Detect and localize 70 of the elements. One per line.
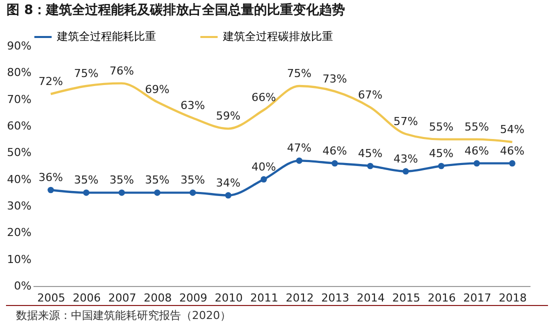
y-tick-label: 80%	[7, 66, 32, 80]
source-note: 数据来源：中国建筑能耗研究报告（2020）	[6, 305, 548, 325]
point	[48, 186, 54, 194]
data-label: 36%	[38, 171, 63, 184]
point	[260, 176, 267, 182]
data-label: 43%	[394, 152, 418, 166]
x-tick-label: 2011	[250, 292, 278, 304]
y-tick-label: 90%	[7, 40, 32, 52]
x-tick-label: 2008	[144, 292, 172, 304]
data-label: 75%	[287, 67, 312, 80]
x-tick-label: 2012	[286, 292, 314, 304]
x-tick-label: 2013	[321, 292, 350, 304]
data-label: 76%	[110, 64, 134, 78]
legend-label: 建筑全过程能耗比重	[56, 30, 156, 43]
data-label: 46%	[464, 144, 489, 158]
data-label: 47%	[287, 142, 312, 155]
point	[190, 190, 196, 196]
point	[83, 190, 90, 196]
point	[438, 162, 444, 170]
data-label: 59%	[216, 110, 240, 123]
x-tick-label: 2016	[428, 292, 456, 304]
data-label: 72%	[38, 75, 63, 88]
x-tick-label: 2006	[72, 292, 101, 304]
data-label: 35%	[110, 174, 134, 187]
point	[367, 162, 374, 170]
data-label: 35%	[145, 174, 170, 187]
data-label: 34%	[216, 176, 240, 190]
y-tick-label: 20%	[7, 226, 32, 240]
y-tick-label: 30%	[7, 200, 32, 212]
data-label: 67%	[358, 88, 382, 102]
data-label: 66%	[252, 91, 276, 104]
point	[474, 160, 480, 166]
x-tick-label: 2009	[179, 292, 208, 304]
y-tick-label: 10%	[7, 252, 32, 266]
point	[509, 160, 516, 166]
y-tick-label: 40%	[7, 172, 32, 186]
y-tick-label: 70%	[7, 92, 32, 106]
data-label: 54%	[500, 123, 524, 136]
y-tick-label: 0%	[14, 280, 32, 292]
x-tick-label: 2015	[392, 292, 420, 304]
point	[154, 190, 160, 196]
data-label: 57%	[394, 115, 418, 128]
data-label: 46%	[500, 144, 524, 158]
x-tick-label: 2005	[37, 292, 66, 304]
y-tick-label: 50%	[7, 146, 32, 160]
x-tick-label: 2010	[214, 292, 243, 304]
x-tick-label: 2017	[463, 292, 492, 304]
point	[118, 190, 125, 196]
data-label: 55%	[429, 120, 454, 134]
x-tick-label: 2007	[108, 292, 136, 304]
point	[296, 158, 302, 164]
data-label: 73%	[322, 72, 347, 86]
data-label: 45%	[429, 147, 454, 160]
y-tick-label: 60%	[7, 120, 32, 132]
data-label: 46%	[322, 144, 347, 158]
data-label: 35%	[74, 174, 98, 187]
data-label: 63%	[180, 99, 205, 112]
data-label: 45%	[358, 147, 382, 160]
data-label: 55%	[464, 120, 489, 134]
data-label: 35%	[180, 174, 205, 187]
data-label: 69%	[145, 83, 170, 96]
x-tick-label: 2018	[498, 292, 527, 304]
data-label: 40%	[252, 160, 276, 174]
point	[332, 160, 338, 166]
point	[402, 168, 409, 174]
point	[225, 192, 232, 198]
x-tick-label: 2014	[356, 292, 385, 304]
data-label: 75%	[74, 67, 98, 80]
legend-label: 建筑全过程碳排放比重	[222, 30, 333, 43]
chart-title: 图 8：建筑全过程能耗及碳排放占全国总量的比重变化趋势	[6, 2, 346, 18]
